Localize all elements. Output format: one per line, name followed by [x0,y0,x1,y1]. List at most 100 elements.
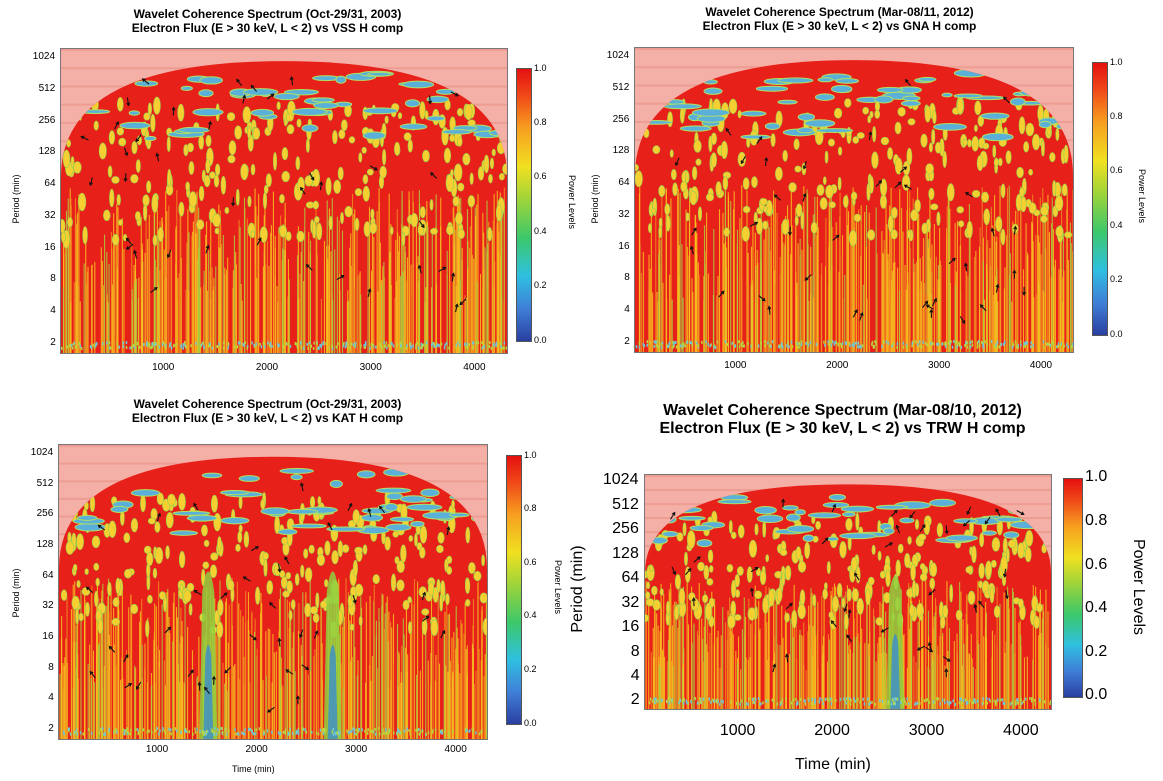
noise-speck [824,343,826,347]
coherence-streak [430,653,432,739]
coherence-streak [225,269,228,353]
coherence-blob [212,213,221,228]
coherence-streak [310,671,312,739]
coherence-blob [419,101,426,120]
coherence-streak [1004,267,1006,352]
coherence-streak [164,685,166,739]
noise-speck [125,341,128,345]
coherence-streak [87,663,89,739]
coherence-streak [1032,241,1034,352]
coherence-blob [153,96,161,115]
coherence-streak [925,580,927,709]
phase-arrow-head [859,311,864,317]
phase-arrow [995,508,1001,517]
noise-speck [907,701,910,705]
coherence-blob [936,522,944,538]
coherence-streak [121,592,123,739]
noise-speck [346,729,348,733]
coherence-blob [785,513,801,522]
coherence-blob [693,139,702,153]
noise-speck [1029,697,1031,701]
noise-speck [107,730,110,734]
coherence-streak [808,624,810,709]
coherence-blob [252,127,261,140]
coherence-streak [341,230,344,353]
coherence-streak [166,621,168,739]
coherence-blob [914,518,920,530]
coherence-blob [414,533,418,547]
coherence-blob [375,487,412,494]
coherence-streak [801,249,803,352]
noise-speck [850,698,852,702]
y-tick-label: 8 [50,273,56,285]
coherence-blob [453,163,463,182]
x-tick-label: 3000 [359,362,382,373]
noise-speck [302,346,305,350]
coherence-blob [685,212,690,222]
coherence-streak [885,205,887,352]
coherence-blob [998,157,1003,167]
noise-speck [690,700,693,704]
coherence-blob [754,590,762,600]
coherence-blob [282,590,290,598]
coherence-blob [645,614,649,623]
coherence-streak [107,596,109,739]
noise-speck [486,732,487,736]
colorbar [516,68,532,342]
coherence-streak [807,631,809,709]
noise-speck [807,343,810,347]
coherence-streak [1035,586,1037,709]
coherence-blob [822,176,827,186]
coherence-streak [657,625,659,709]
coherence-blob [188,603,193,616]
coherence-streak [717,275,719,352]
noise-speck [190,344,192,348]
noise-speck [832,340,834,344]
coherence-streak [159,270,161,353]
noise-speck [755,697,757,701]
coherence-blob [324,578,329,588]
coherence-streak [273,652,275,739]
noise-speck [421,343,424,347]
noise-speck [996,340,999,344]
coherence-blob [941,92,953,98]
coherence-blob [815,520,821,530]
noise-speck [1051,341,1053,345]
coherence-streak [503,204,505,353]
noise-speck [199,730,201,734]
coherence-streak [297,226,299,353]
coherence-streak [835,222,837,352]
noise-speck [251,730,253,734]
noise-speck [705,340,707,344]
phase-arrow [768,306,771,315]
coherence-streak [365,682,367,739]
noise-speck [809,340,812,344]
coherence-blob [754,523,759,536]
coherence-blob [457,182,465,192]
noise-speck [495,341,498,345]
noise-speck [1059,344,1062,348]
coherence-blob [449,512,470,518]
coherence-streak [996,291,998,352]
phase-arrow-head [88,182,93,187]
noise-speck [297,729,300,733]
coherence-streak [654,592,656,709]
coherence-streak [947,650,949,709]
coherence-streak [724,622,727,709]
phase-arrow-head [720,290,725,295]
coherence-blob [468,562,476,574]
noise-speck [1011,345,1014,349]
coherence-streak [1042,188,1044,352]
noise-speck [795,702,798,706]
coherence-blob [285,231,292,242]
coherence-streak [349,247,351,353]
noise-speck [750,343,753,347]
noise-speck [768,344,771,348]
coherence-blob [1025,530,1034,547]
coherence-streak [360,294,362,353]
noise-speck [956,343,959,347]
coherence-blob [61,219,66,233]
coherence-blob [912,580,917,599]
phase-arrow-head [422,591,427,596]
coherence-streak [1019,620,1021,709]
